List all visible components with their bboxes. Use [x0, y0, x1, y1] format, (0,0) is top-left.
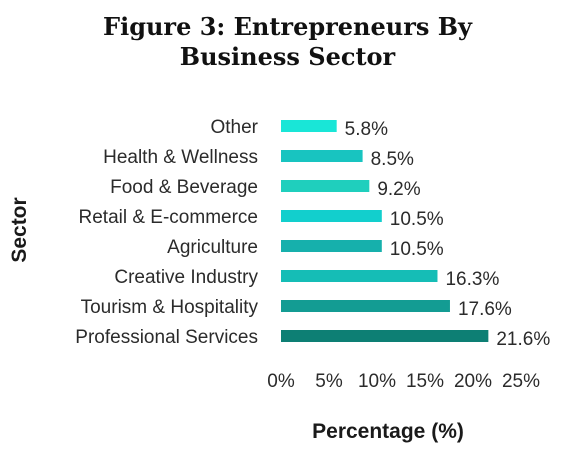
x-tick-25: 25%: [502, 371, 540, 392]
category-label-agriculture: Agriculture: [167, 237, 258, 258]
bars-group: [281, 120, 489, 342]
value-label-food-and-beverage: 9.2%: [377, 179, 420, 200]
bar-food-and-beverage: [281, 180, 370, 192]
category-labels: Other Health & Wellness Food & Beverage Ret…: [75, 117, 258, 348]
x-tick-10: 10%: [358, 371, 396, 392]
bar-other: [281, 120, 337, 132]
chart-title-line-2: Business Sector: [179, 42, 396, 71]
x-tick-0: 0%: [267, 371, 295, 392]
x-tick-20: 20%: [454, 371, 492, 392]
category-label-retail-and-e-commerce: Retail & E-commerce: [79, 207, 259, 228]
bar-creative-industry: [281, 270, 438, 282]
category-label-other: Other: [210, 117, 258, 138]
bar-health-and-wellness: [281, 150, 363, 162]
y-axis-title: Sector: [8, 197, 31, 262]
x-axis-title: Percentage (%): [312, 420, 464, 443]
x-tick-5: 5%: [315, 371, 343, 392]
value-label-other: 5.8%: [345, 119, 388, 140]
bar-retail-and-e-commerce: [281, 210, 382, 222]
x-tick-labels: 0% 5% 10% 15% 20% 25%: [267, 371, 540, 392]
bar-professional-services: [281, 330, 489, 342]
x-tick-15: 15%: [406, 371, 444, 392]
bar-tourism-and-hospitality: [281, 300, 450, 312]
category-label-creative-industry: Creative Industry: [114, 267, 258, 288]
chart-title: Figure 3: Entrepreneurs By Business Sect…: [0, 12, 575, 72]
value-label-creative-industry: 16.3%: [445, 269, 499, 290]
category-label-professional-services: Professional Services: [75, 327, 258, 348]
value-label-health-and-wellness: 8.5%: [371, 149, 414, 170]
chart-title-line-1: Figure 3: Entrepreneurs By: [103, 12, 472, 41]
value-label-agriculture: 10.5%: [390, 239, 444, 260]
value-label-professional-services: 21.6%: [496, 329, 550, 350]
category-label-tourism-and-hospitality: Tourism & Hospitality: [81, 297, 259, 318]
value-label-tourism-and-hospitality: 17.6%: [458, 299, 512, 320]
category-label-food-and-beverage: Food & Beverage: [110, 177, 258, 198]
value-labels: 5.8%8.5%9.2%10.5%10.5%16.3%17.6%21.6%: [345, 119, 551, 350]
bar-agriculture: [281, 240, 382, 252]
category-label-health-and-wellness: Health & Wellness: [103, 147, 258, 168]
value-label-retail-and-e-commerce: 10.5%: [390, 209, 444, 230]
